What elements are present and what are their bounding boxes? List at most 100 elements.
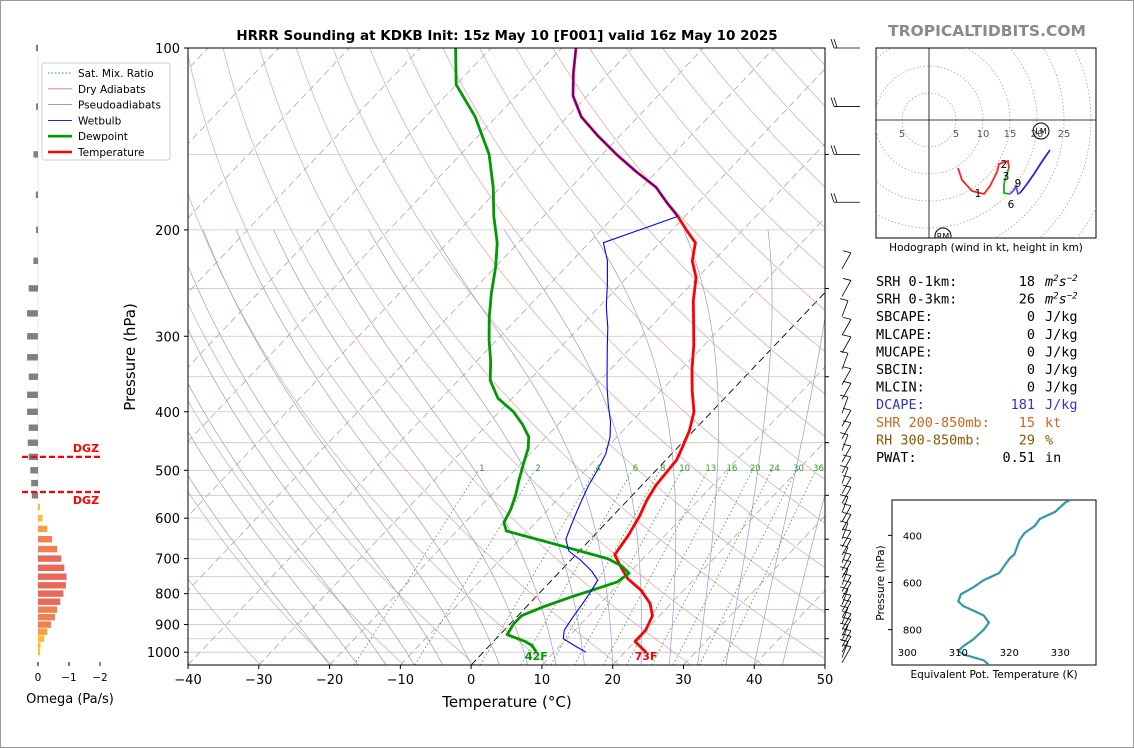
pseudoadiabat <box>235 229 500 665</box>
legend-entry-label: Dewpoint <box>78 131 128 143</box>
legend-entry-label: Dry Adiabats <box>78 84 146 96</box>
hodograph-ring-label: 15 <box>1004 129 1017 140</box>
wind-barb-flag <box>842 484 852 488</box>
x-tick-label: −40 <box>174 673 201 688</box>
wind-barb <box>841 353 849 370</box>
wind-barb <box>841 546 849 563</box>
mixing-ratio-label: 10 <box>679 464 690 474</box>
mixing-ratio-line <box>353 470 479 665</box>
mixing-ratio-line <box>672 470 773 665</box>
wind-barb-flag <box>839 520 849 524</box>
dry-adiabat <box>405 48 825 524</box>
index-unit: in <box>1045 450 1061 466</box>
omega-bar <box>33 257 38 264</box>
index-label: PWAT: <box>876 450 917 466</box>
legend-entry-label: Pseudoadiabats <box>78 100 161 112</box>
index-unit: m2s−2 <box>1044 292 1078 308</box>
omega-bar <box>35 191 38 198</box>
pseudoadiabat <box>188 431 359 665</box>
wind-barb <box>841 456 852 474</box>
mixing-ratio-line <box>699 470 797 665</box>
series-dewpoint-line <box>454 48 631 653</box>
wind-barb-flag <box>830 38 835 49</box>
omega-bar <box>38 621 51 628</box>
index-unit: kt <box>1045 415 1061 431</box>
x-tick-label: 10 <box>534 673 551 688</box>
omega-bar <box>38 564 65 571</box>
mixing-ratio-line <box>520 470 633 665</box>
storm-motion-marker <box>934 227 952 238</box>
isotherm-line <box>188 48 633 517</box>
pseudoadiabat <box>188 265 444 665</box>
wind-barb-flag <box>842 454 852 458</box>
omega-bar <box>38 536 52 543</box>
omega-bar <box>36 226 38 234</box>
wind-barb <box>841 522 849 540</box>
wind-barb-flag <box>842 551 852 555</box>
isotherm-line <box>188 48 775 665</box>
pseudoadiabat <box>273 229 529 665</box>
index-label: RH 300-850mb: <box>876 432 982 448</box>
wind-barb <box>841 477 852 494</box>
omega-bar <box>38 628 48 635</box>
legend-box <box>41 62 171 161</box>
dgz-label: DGZ <box>73 442 99 455</box>
omega-bar <box>27 439 38 446</box>
pseudoadiabat <box>683 229 719 665</box>
wind-barb-flag <box>842 420 852 424</box>
wind-barb-flag <box>842 443 852 447</box>
theta-e-xlabel: Equivalent Pot. Temperature (K) <box>910 669 1077 681</box>
wind-barb-flag <box>842 559 852 563</box>
dry-adiabat <box>332 48 825 614</box>
index-unit: J/kg <box>1045 380 1078 396</box>
x-tick-label: 0 <box>467 673 475 688</box>
theta-e-panel: 300 310 320 330 400 600 800 <box>888 499 1097 666</box>
dry-adiabat <box>188 578 261 665</box>
omega-bar <box>28 424 38 431</box>
pseudoadiabat <box>188 475 330 665</box>
wind-barb <box>841 252 852 269</box>
index-label: MLCIN: <box>876 380 925 396</box>
theta-e-line <box>956 500 1071 665</box>
skewt-grid <box>188 48 825 665</box>
theta-e-x-tick-label: 330 <box>1051 648 1070 659</box>
index-value: 18 <box>1019 274 1035 290</box>
hodograph-plot: 5 5 10 15 20 25 1 23 69 LM RM <box>876 48 1096 238</box>
omega-bar <box>38 545 58 553</box>
wind-barb-flag <box>842 528 852 532</box>
wind-barb <box>841 582 852 599</box>
pseudoadiabat <box>316 229 557 665</box>
index-value: 0.51 <box>1002 450 1035 466</box>
omega-bar <box>38 590 64 597</box>
wind-barb <box>841 613 852 630</box>
index-label: SBCIN: <box>876 362 925 378</box>
index-value: 29 <box>1019 432 1035 448</box>
mixing-ratio-line <box>574 470 682 665</box>
omega-bar <box>36 103 38 110</box>
wind-barb-flag <box>833 38 838 49</box>
x-tick-label: −10 <box>387 673 414 688</box>
wind-barb-flag <box>839 494 849 498</box>
hodograph-panel: 5 5 10 15 20 25 1 23 69 LM RM <box>875 47 1097 239</box>
hodograph-height-label: 1 <box>975 188 982 200</box>
hodograph-caption: Hodograph (wind in kt, height in km) <box>889 242 1083 254</box>
pseudoadiabat <box>782 493 825 665</box>
wind-barb-flag <box>839 566 849 570</box>
mixing-ratio-label: 2 <box>535 464 540 474</box>
isotherm-line <box>258 68 825 665</box>
wind-barb-flag <box>833 97 838 107</box>
omega-bar <box>27 333 38 340</box>
wind-barb <box>841 496 849 513</box>
omega-bar <box>27 391 38 398</box>
theta-e-ylabel: Pressure (hPa) <box>875 545 887 620</box>
wind-barb-flag <box>842 592 852 596</box>
wind-barb-flag <box>833 145 838 155</box>
index-label: SBCAPE: <box>876 309 933 325</box>
x-tick-label: 50 <box>817 673 834 688</box>
y-tick-label: 200 <box>155 224 180 239</box>
wind-barb-flag <box>842 579 852 583</box>
hodograph-trace <box>1003 167 1011 195</box>
wind-barb <box>841 607 849 624</box>
x-tick-label: −30 <box>245 673 272 688</box>
